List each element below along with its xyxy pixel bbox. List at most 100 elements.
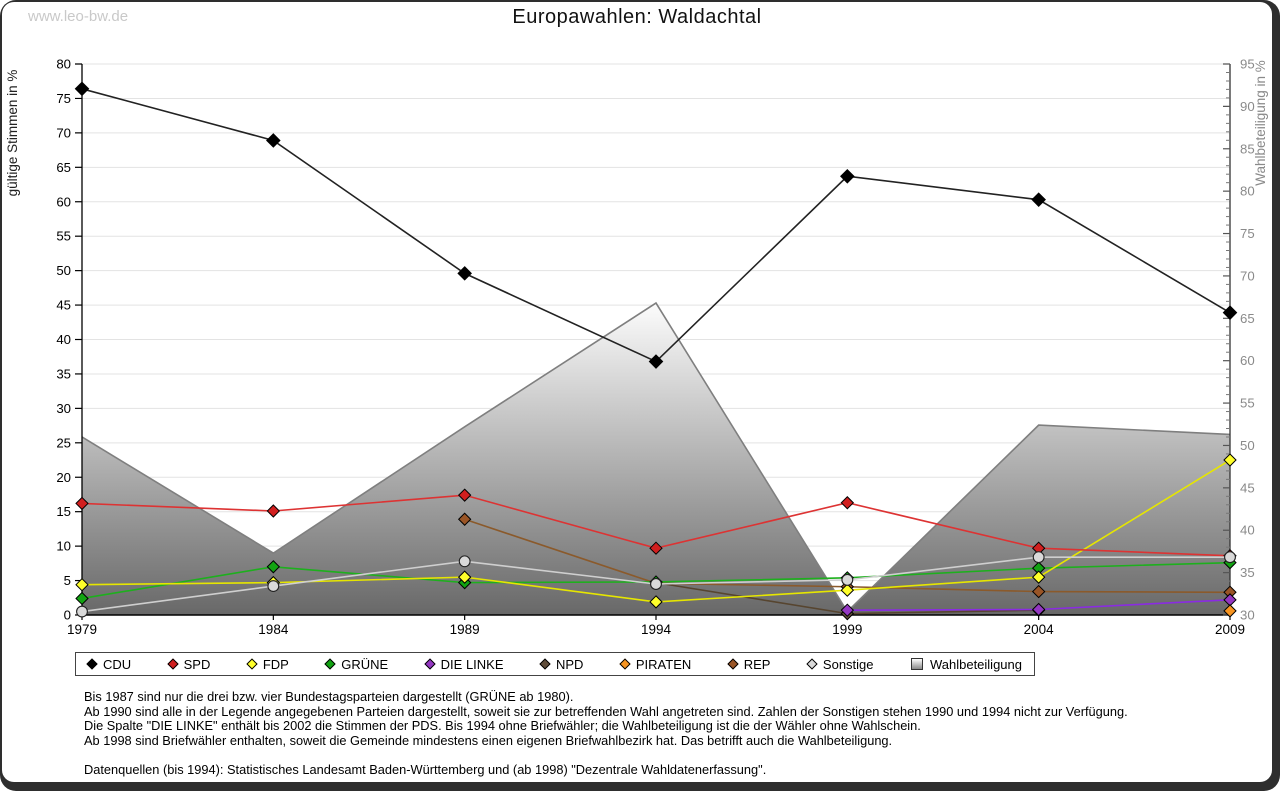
legend-item-npd: NPD [539,656,584,672]
footnotes: Bis 1987 sind nur die drei bzw. vier Bun… [84,689,1128,778]
marker-GRÜNE-1979 [75,591,89,606]
legend-item-grüne: GRÜNE [324,656,389,672]
chart-legend: CDU SPD FDP GRÜNE DIE LINKE NPD PIRATEN REP Sons… [75,652,1035,676]
marker-Sonstige-1999 [841,573,854,586]
turnout-edge [81,301,1231,613]
footnote-line: Ab 1998 sind Briefwähler enthalten, sowe… [84,732,893,748]
right-tick-label: 80 [1240,184,1255,199]
marker-GRÜNE-1984 [266,560,281,574]
marker-SPD-1979 [75,496,89,511]
watermark: www.leo-bw.de [28,8,129,25]
marker-Sonstige-1984 [267,580,280,593]
marker-SPD-1999 [840,496,855,510]
legend-label: PIRATEN [635,656,692,672]
marker-CDU-2009 [1222,305,1238,320]
party-marker-icon [424,658,436,670]
election-chart: 0 5 10 15 20 25 30 35 40 45 50 55 60 65 70 75 80 30 35 40 45… [5,57,1268,638]
left-tick-label: 5 [64,573,71,588]
legend-item-sonstige: Sonstige [806,656,874,672]
legend-label: Sonstige [822,656,874,672]
right-tick-label: 85 [1240,141,1255,156]
legend-label: GRÜNE [341,656,389,672]
footnote-line: Die Spalte "DIE LINKE" enthält bis 2002 … [84,718,921,734]
right-tick-label: 60 [1240,353,1255,368]
year-label: 1989 [450,622,480,637]
footnote-line: Bis 1987 sind nur die drei bzw. vier Bun… [84,689,574,704]
right-tick-label: 50 [1240,438,1255,453]
turnout-swatch-icon [910,658,923,670]
party-marker-icon [806,658,818,670]
marker-CDU-1994 [648,354,664,369]
marker-Sonstige-2009 [1224,551,1236,564]
marker-SPD-1989 [457,488,472,502]
left-tick-label: 40 [56,332,71,347]
legend-item-rep: REP [727,656,771,672]
legend-label: FDP [262,656,289,672]
marker-Sonstige-2004 [1032,551,1045,564]
left-tick-label: 30 [56,401,71,416]
left-tick-label: 65 [56,160,71,175]
right-tick-label: 70 [1240,268,1255,283]
marker-REP-1989 [457,512,472,526]
party-marker-icon [86,658,98,670]
marker-REP-2004 [1031,584,1046,599]
chart-card: www.leo-bw.de Europawahlen: Waldachtal 0… [2,2,1272,782]
left-tick-label: 25 [56,435,71,450]
left-tick-label: 20 [56,470,71,485]
right-tick-label: 30 [1240,608,1255,623]
legend-item-die-linke: DIE LINKE [424,656,504,672]
source-line: Datenquellen (bis 1994): Statistisches L… [84,762,767,778]
marker-Sonstige-1994 [650,578,662,590]
marker-CDU-1984 [266,133,281,148]
party-marker-icon [539,658,551,670]
footnote-line: Ab 1990 sind alle in der Legende angegeb… [84,703,1128,719]
year-label: 1999 [832,622,862,637]
left-tick-label: 15 [56,504,71,519]
legend-label: REP [743,656,771,672]
marker-FDP-1989 [457,570,472,584]
right-tick-label: 55 [1240,396,1255,411]
year-label: 1994 [641,622,672,637]
footnote-gap [84,748,1128,763]
marker-FDP-2004 [1031,570,1046,584]
right-tick-label: 35 [1240,565,1255,580]
year-label: 2004 [1024,622,1055,637]
legend-label: SPD [183,656,211,672]
legend-item-wahlbeteiligung: Wahlbeteiligung [910,656,1022,672]
party-marker-icon [166,658,179,670]
legend-item-fdp: FDP [246,656,289,672]
party-marker-icon [727,658,739,670]
right-axis-title: Wahlbeteiligung in % [1253,60,1268,186]
left-tick-label: 55 [56,229,71,244]
left-tick-label: 80 [56,57,71,72]
left-tick-label: 35 [56,366,71,381]
marker-CDU-1999 [840,168,855,184]
legend-label: Wahlbeteiligung [929,656,1022,672]
left-tick-label: 60 [56,194,71,209]
year-label: 2009 [1215,622,1245,637]
marker-FDP-1979 [75,577,89,592]
left-axis-title: gültige Stimmen in % [5,70,20,197]
legend-label: NPD [555,656,584,672]
party-marker-icon [246,658,258,670]
marker-FDP-2009 [1223,453,1237,467]
left-tick-label: 70 [56,125,71,140]
marker-FDP-1999 [840,583,855,597]
marker-DIE LINKE-2004 [1031,602,1046,617]
legend-item-piraten: PIRATEN [619,656,692,672]
marker-CDU-1979 [74,81,90,97]
left-tick-label: 75 [56,91,71,106]
marker-FDP-1994 [649,595,663,609]
marker-Sonstige-1979 [76,605,88,618]
legend-item-spd: SPD [166,656,211,672]
left-tick-label: 45 [56,298,71,313]
right-tick-label: 90 [1240,99,1255,114]
marker-SPD-1984 [266,504,281,518]
party-marker-icon [619,658,631,670]
left-tick-label: 10 [56,539,71,554]
marker-PIRATEN-2009 [1223,604,1237,618]
marker-Sonstige-1989 [458,555,471,568]
legend-label: DIE LINKE [440,656,504,672]
party-marker-icon [324,658,336,670]
